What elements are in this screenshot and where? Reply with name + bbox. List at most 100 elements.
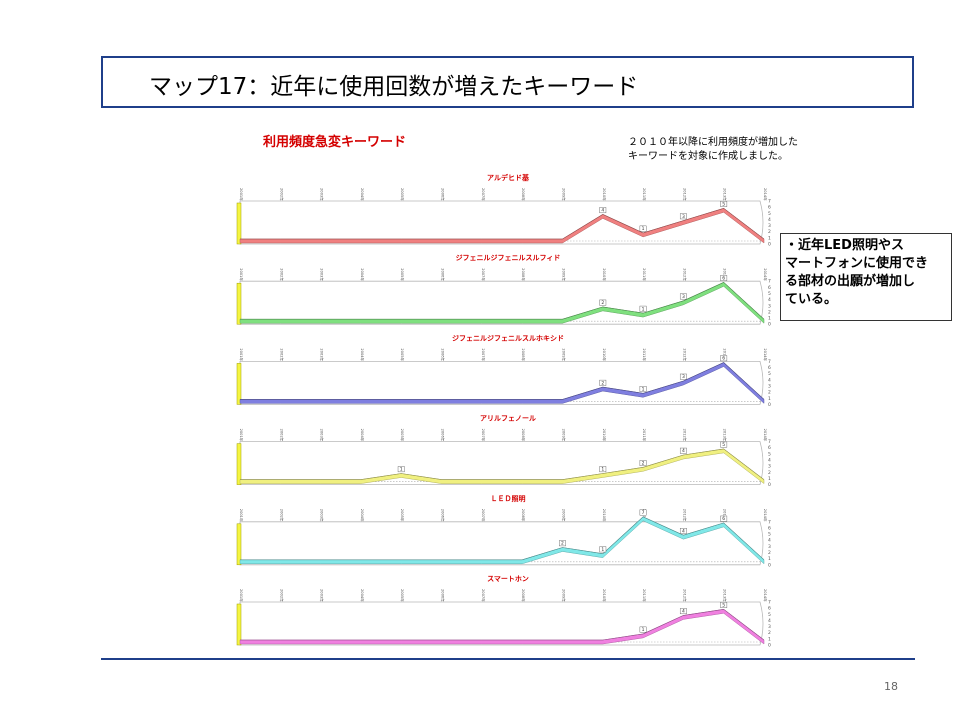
data-label: 1 bbox=[400, 467, 403, 473]
data-label: 3 bbox=[682, 214, 685, 220]
x-tick-label: 2003年 bbox=[320, 188, 325, 201]
data-label-box bbox=[599, 466, 607, 473]
y-tick-label: 1 bbox=[768, 636, 771, 642]
x-tick-label: 2009年 bbox=[561, 509, 566, 522]
x-tick-label: 2014年 bbox=[763, 188, 768, 201]
x-tick-label: 2005年 bbox=[400, 188, 405, 201]
data-label-box bbox=[679, 293, 687, 300]
y-tick-label: 0 bbox=[768, 242, 771, 248]
data-label-box bbox=[720, 275, 728, 281]
note-text: ２０１０年以降に利用頻度が増加した キーワードを対象に作成しました。 bbox=[628, 136, 798, 164]
y-tick-label: 4 bbox=[768, 297, 771, 303]
x-tick-label: 2003年 bbox=[320, 429, 325, 442]
y-tick-label: 2 bbox=[768, 630, 771, 636]
axis-wall bbox=[236, 363, 242, 405]
x-tick-label: 2013年 bbox=[723, 348, 728, 361]
y-tick-label: 6 bbox=[768, 525, 771, 531]
x-tick-label: 2002年 bbox=[279, 509, 284, 522]
panel-title: アリルフェノール bbox=[480, 415, 536, 423]
y-tick-label: 4 bbox=[768, 538, 771, 544]
data-label: 1 bbox=[642, 306, 645, 312]
x-tick-label: 2010年 bbox=[602, 348, 607, 361]
x-tick-label: 2002年 bbox=[279, 589, 284, 602]
data-label: 1 bbox=[601, 547, 604, 553]
chart-panel: ジフェニルジフェニルスルフィド 2001年 2002年 2003年 2004年 2005年… bbox=[236, 254, 771, 328]
y-tick-label: 0 bbox=[768, 643, 771, 649]
axis-wall bbox=[236, 282, 242, 325]
y-tick-label: 2 bbox=[768, 390, 771, 396]
panel-title: ジフェニルジフェニルスルフィド bbox=[456, 254, 561, 262]
chart-panel: ジフェニルジフェニルスルホキシド 2001年 2002年 2003年 2004年 2005… bbox=[236, 334, 771, 408]
callout-box: ・近年LED照明やス マートフォンに使用でき る部材の出願が増加し ている。 bbox=[780, 233, 952, 321]
x-tick-label: 2007年 bbox=[481, 268, 486, 281]
callout-line-4: ている。 bbox=[785, 292, 838, 307]
data-label: 4 bbox=[682, 528, 685, 534]
y-tick-label: 3 bbox=[768, 223, 771, 229]
x-tick-label: 2007年 bbox=[481, 429, 486, 442]
chart-panel: アルデヒド基 2001年 2002年 2003年 2004年 2005年 2006年 2007… bbox=[236, 173, 771, 248]
x-tick-label: 2004年 bbox=[360, 348, 365, 361]
y-tick-label: 3 bbox=[768, 383, 771, 389]
chart-panel: スマートホン 2001年 2002年 2003年 2004年 2005年 2006年 2007… bbox=[236, 575, 771, 649]
x-tick-label: 2009年 bbox=[561, 348, 566, 361]
series-line bbox=[240, 608, 765, 641]
x-tick-label: 2004年 bbox=[360, 589, 365, 602]
data-label-box bbox=[397, 466, 405, 473]
x-tick-label: 2002年 bbox=[279, 348, 284, 361]
data-label-box bbox=[679, 447, 687, 454]
y-tick-label: 1 bbox=[768, 316, 771, 322]
y-tick-label: 2 bbox=[768, 470, 771, 476]
x-tick-label: 2011年 bbox=[642, 589, 647, 602]
y-tick-label: 3 bbox=[768, 624, 771, 630]
panel-title: ＬＥＤ照明 bbox=[491, 494, 526, 503]
y-tick-label: 5 bbox=[768, 451, 771, 457]
data-label-box bbox=[639, 460, 647, 466]
data-label-box bbox=[720, 355, 728, 362]
chart-panel: ＬＥＤ照明 2001年 2002年 2003年 2004年 2005年 2006年 2007年… bbox=[236, 494, 771, 568]
x-tick-label: 2006年 bbox=[441, 188, 446, 201]
x-tick-label: 2004年 bbox=[360, 188, 365, 201]
x-tick-label: 2010年 bbox=[602, 509, 607, 522]
x-tick-label: 2001年 bbox=[239, 589, 244, 602]
axis-wall bbox=[236, 603, 242, 646]
y-tick-label: 1 bbox=[768, 556, 771, 562]
y-tick-label: 5 bbox=[768, 612, 771, 618]
data-label: 5 bbox=[722, 442, 725, 448]
y-tick-label: 4 bbox=[768, 618, 771, 624]
y-tick-label: 0 bbox=[768, 562, 771, 568]
x-tick-label: 2007年 bbox=[481, 188, 486, 201]
data-label-box bbox=[639, 305, 647, 312]
data-label: 6 bbox=[722, 276, 725, 282]
y-tick-label: 5 bbox=[768, 211, 771, 217]
series-line bbox=[240, 362, 765, 400]
x-tick-label: 2011年 bbox=[642, 268, 647, 281]
x-tick-label: 2005年 bbox=[400, 589, 405, 602]
x-tick-label: 2010年 bbox=[602, 188, 607, 201]
data-label: 5 bbox=[722, 201, 725, 207]
data-label-box bbox=[639, 225, 647, 232]
x-tick-label: 2011年 bbox=[642, 348, 647, 361]
x-tick-label: 2005年 bbox=[400, 429, 405, 442]
data-label: 6 bbox=[722, 516, 725, 522]
x-tick-label: 2012年 bbox=[682, 268, 687, 281]
data-label-box bbox=[679, 608, 687, 615]
x-tick-label: 2013年 bbox=[723, 429, 728, 442]
x-tick-label: 2007年 bbox=[481, 509, 486, 522]
y-tick-label: 7 bbox=[768, 519, 771, 525]
x-tick-label: 2013年 bbox=[723, 268, 728, 281]
y-tick-label: 6 bbox=[768, 365, 771, 371]
x-tick-label: 2014年 bbox=[763, 429, 768, 442]
x-tick-label: 2008年 bbox=[521, 589, 526, 602]
y-tick-label: 5 bbox=[768, 532, 771, 538]
y-tick-label: 2 bbox=[768, 550, 771, 556]
x-tick-label: 2008年 bbox=[521, 429, 526, 442]
data-label: 2 bbox=[601, 380, 604, 386]
data-label-box bbox=[599, 299, 607, 306]
title-box: マップ17：近年に使用回数が増えたキーワード bbox=[101, 56, 914, 108]
plot-frame bbox=[239, 521, 764, 566]
x-tick-label: 2009年 bbox=[561, 429, 566, 442]
data-label-box bbox=[720, 201, 728, 207]
slide-title: マップ17：近年に使用回数が増えたキーワード bbox=[149, 74, 639, 100]
y-tick-label: 4 bbox=[768, 217, 771, 223]
